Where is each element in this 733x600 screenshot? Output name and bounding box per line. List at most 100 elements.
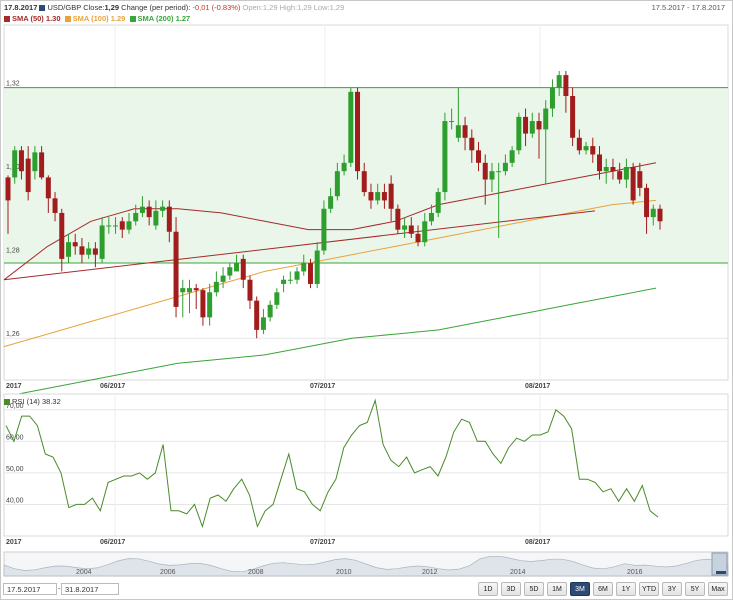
candle-body (408, 225, 414, 234)
range-button-max[interactable]: Max (708, 582, 728, 596)
candle-body (274, 292, 280, 305)
range-button-1d[interactable]: 1D (478, 582, 498, 596)
rsi-y-tick: 40,00 (6, 497, 24, 504)
range-button-6m[interactable]: 6M (593, 582, 613, 596)
range-button-3y[interactable]: 3Y (662, 582, 682, 596)
candle-body (314, 250, 320, 284)
candle-body (590, 146, 596, 155)
candle-body (455, 125, 461, 138)
candle-body (227, 267, 233, 276)
rsi-grid (4, 394, 728, 536)
candle-body (502, 162, 508, 172)
navigator-year-label: 2012 (422, 569, 438, 576)
candle-body (99, 225, 105, 259)
candle-body (610, 167, 616, 172)
candle-body (570, 96, 576, 138)
candle-body (576, 137, 582, 151)
candle-body (113, 225, 119, 227)
price-x-tick: 2017 (6, 383, 22, 390)
candle-body (39, 152, 45, 178)
rsi-x-tick: 06/2017 (100, 539, 125, 546)
candle-body (469, 137, 475, 151)
candle-body (166, 206, 172, 232)
candle-body (133, 212, 139, 222)
navigator[interactable]: 2004 2006 2008 2010 2012 2014 2016 (3, 551, 729, 577)
range-button-3m[interactable]: 3M (570, 582, 590, 596)
candle-body (307, 263, 313, 284)
candle-body (583, 146, 589, 151)
candle-body (650, 208, 656, 218)
header-date-range: 17.5.2017 - 17.8.2017 (651, 3, 725, 12)
sma-legend: SMA (50) 1.30 SMA (100) 1.29 SMA (200) 1… (4, 14, 190, 23)
candle-body (361, 171, 367, 193)
rsi-swatch-icon (4, 398, 10, 405)
candle-body (12, 150, 18, 178)
candle-body (462, 125, 468, 138)
candle-body (509, 150, 515, 163)
candle-body (5, 177, 11, 201)
range-button-1m[interactable]: 1M (547, 582, 567, 596)
candle-body (341, 162, 347, 172)
candle-body (281, 279, 287, 284)
date-to-input[interactable]: 31.8.2017 (61, 583, 119, 595)
sma-line-200 (3, 287, 657, 398)
range-button-ytd[interactable]: YTD (639, 582, 659, 596)
rsi-x-tick: 07/2017 (310, 539, 335, 546)
candle-body (126, 221, 132, 230)
candle-body (59, 212, 65, 259)
navigator-selection-handle[interactable] (711, 552, 728, 576)
sma100-label: SMA (100) 1.29 (72, 14, 126, 23)
candle-body (442, 121, 448, 193)
navigator-year-label: 2004 (76, 569, 92, 576)
candle-body (395, 208, 401, 230)
change-value: -0,01 (-0.83%) (192, 3, 241, 12)
candle-body (200, 290, 206, 318)
range-button-3d[interactable]: 3D (501, 582, 521, 596)
sma50-label: SMA (50) 1.30 (12, 14, 61, 23)
candle-body (65, 242, 71, 257)
header-date: 17.8.2017 (4, 3, 38, 12)
range-button-5d[interactable]: 5D (524, 582, 544, 596)
price-x-tick: 08/2017 (525, 383, 550, 390)
navigator-year-label: 2016 (627, 569, 643, 576)
range-buttons: 1D 3D 5D 1M 3M 6M 1Y YTD 3Y 5Y Max (478, 582, 728, 596)
rsi-y-tick: 70,00 (6, 403, 24, 410)
navigator-year-label: 2010 (336, 569, 352, 576)
candle-body (415, 233, 421, 243)
candle-body (496, 171, 502, 173)
sma100-swatch-icon (64, 15, 71, 22)
range-button-5y[interactable]: 5Y (685, 582, 705, 596)
ohlc-text: Open:1,29 High:1,29 Low:1,29 (242, 3, 345, 12)
candle-body (449, 121, 455, 123)
candle-body (213, 281, 219, 293)
candle-body (146, 206, 152, 218)
candle-body (193, 288, 199, 291)
candle-body (375, 192, 381, 201)
candle-body (153, 210, 159, 226)
candle-body (52, 198, 58, 213)
candle-body (45, 177, 51, 199)
candle-body (536, 121, 542, 130)
candle-body (637, 171, 643, 188)
rsi-x-tick: 2017 (6, 539, 22, 546)
candle-body (563, 75, 569, 96)
chart-controls: 17.5.2017 - 31.8.2017 1D 3D 5D 1M 3M 6M 1Y YTD 3… (0, 582, 731, 598)
date-from-input[interactable]: 17.5.2017 (3, 583, 57, 595)
sma200-label: SMA (200) 1.27 (137, 14, 191, 23)
rsi-y-tick: 50,00 (6, 466, 24, 473)
candle-body (220, 275, 226, 282)
sma-line-50 (3, 162, 657, 281)
candle-body (186, 288, 192, 293)
rsi-title: RSI (14) 38.32 (12, 397, 61, 406)
candle-body (321, 208, 327, 251)
chart-canvas[interactable]: 1,321,301,281,26 201706/201707/201708/20… (0, 0, 733, 582)
candle-body (657, 208, 663, 222)
candle-body (428, 212, 434, 222)
candle-body (328, 196, 334, 209)
range-button-1y[interactable]: 1Y (616, 582, 636, 596)
sma200-swatch-icon (129, 15, 136, 22)
candle-body (623, 167, 629, 180)
candle-body (482, 162, 488, 180)
candle-body (489, 171, 495, 180)
